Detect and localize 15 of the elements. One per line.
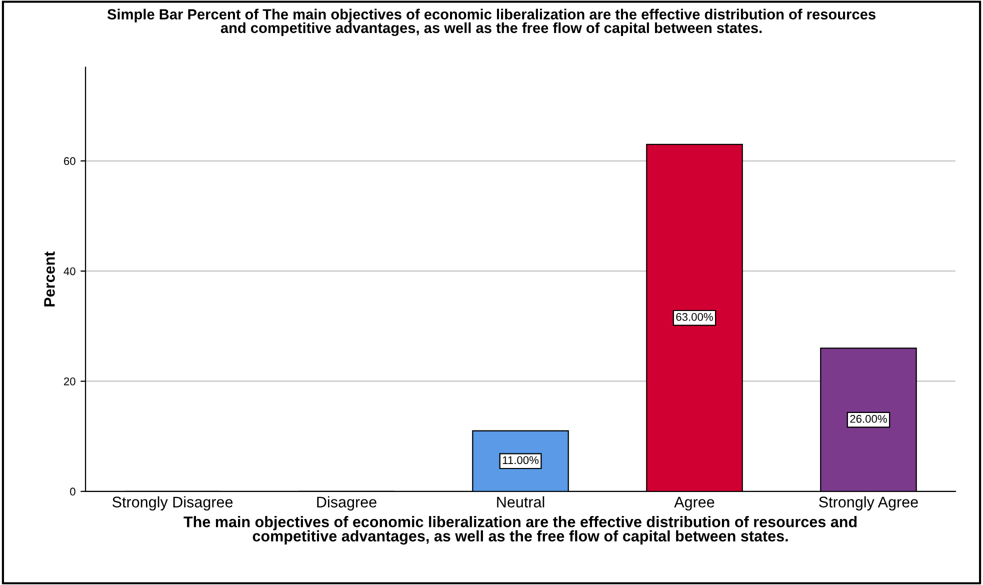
y-tick-label: 20 bbox=[64, 378, 76, 386]
y-axis-title: Percent bbox=[44, 252, 55, 306]
chart-title: Simple Bar Percent of The main objectives of economic liberalization are the effective distribution of resources and competitive advantages, as well as the free flow of capital between states. bbox=[107, 8, 876, 36]
x-tick-label: Agree bbox=[674, 496, 714, 511]
x-tick-label: Strongly Disagree bbox=[112, 496, 233, 511]
x-tick-label: Strongly Agree bbox=[819, 496, 918, 511]
x-tick-label: Disagree bbox=[317, 496, 376, 511]
data-label: 63.00% bbox=[676, 313, 713, 321]
y-tick-label: 40 bbox=[64, 267, 76, 276]
y-tick-label: 0 bbox=[70, 488, 76, 496]
x-axis-title: The main objectives of economic liberalization are the effective distribution of resources and competitive advantages, as well as the free flow of capital between states. bbox=[184, 516, 857, 545]
y-tick-label: 60 bbox=[64, 157, 76, 166]
data-label: 11.00% bbox=[502, 456, 539, 464]
data-label: 26.00% bbox=[850, 414, 887, 423]
x-tick-label: Neutral bbox=[497, 496, 544, 508]
